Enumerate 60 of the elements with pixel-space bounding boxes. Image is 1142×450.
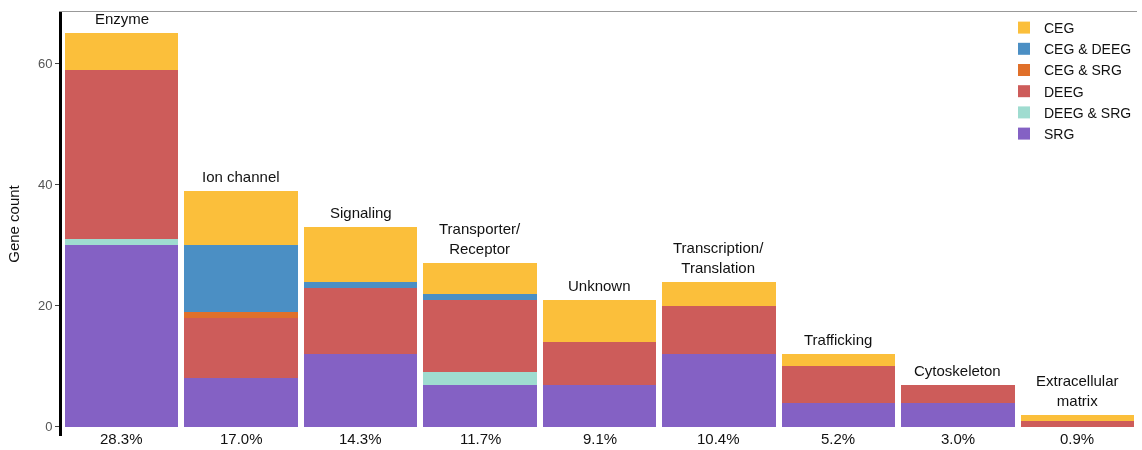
- annotation: 5.2%: [821, 430, 856, 447]
- bar: [781, 366, 896, 403]
- y-tick-label: 20: [37, 298, 53, 314]
- annotation: 10.4%: [697, 430, 740, 447]
- bar: [542, 384, 657, 427]
- bar: [423, 384, 537, 427]
- x-tick-label: Cytoskeleton: [914, 362, 1001, 379]
- bar: [781, 354, 896, 367]
- bar: [303, 287, 418, 355]
- bar: [542, 299, 657, 343]
- bar: [662, 281, 776, 306]
- annotation: 3.0%: [941, 430, 976, 447]
- y-tick-label: 0: [45, 419, 53, 435]
- bar: [781, 402, 896, 427]
- bar: [184, 190, 298, 246]
- legend-label: DEEG: [1044, 83, 1084, 100]
- bar: [901, 402, 1015, 427]
- bar: [184, 311, 298, 318]
- bar: [662, 305, 776, 355]
- x-tick-label: Unknown: [568, 277, 631, 294]
- x-tick-label: Signaling: [330, 204, 392, 221]
- bar: [64, 245, 179, 427]
- bar: [423, 263, 537, 294]
- annotation: 17.0%: [220, 430, 263, 447]
- annotation: 28.3%: [100, 430, 143, 447]
- bar: [303, 281, 418, 288]
- x-tick-label: Transcription/ Translation: [673, 239, 765, 276]
- y-tick-label: 60: [37, 56, 53, 72]
- legend-label: CEG & DEEG: [1044, 41, 1132, 58]
- bar: [64, 69, 179, 240]
- bar: [901, 384, 1015, 403]
- annotation: 11.7%: [460, 430, 502, 447]
- bar: [1020, 420, 1135, 427]
- x-tick-label: Transporter/ Receptor: [439, 220, 521, 257]
- bar: [64, 239, 179, 246]
- bar: [542, 342, 657, 385]
- x-tick-label: Trafficking: [804, 331, 873, 348]
- x-tick-label: Extracellular matrix: [1036, 372, 1119, 409]
- bar: [423, 372, 537, 385]
- legend-label: DEEG & SRG: [1044, 104, 1132, 121]
- annotation: 14.3%: [339, 430, 382, 447]
- annotation: 0.9%: [1060, 430, 1095, 447]
- bar: [423, 299, 537, 373]
- bar: [303, 354, 418, 427]
- bar: [184, 378, 298, 427]
- bar: [184, 245, 298, 312]
- x-tick-label: Enzyme: [95, 10, 150, 27]
- x-tick-label: Ion channel: [202, 168, 280, 185]
- y-axis-title: Gene count: [5, 184, 23, 263]
- legend-label: CEG: [1044, 20, 1075, 37]
- legend-label: SRG: [1044, 126, 1075, 143]
- bar: [64, 33, 179, 70]
- bar: [662, 354, 776, 427]
- bar: [1020, 414, 1135, 421]
- bar: [184, 317, 298, 379]
- annotation: 9.1%: [583, 430, 618, 447]
- bar: [423, 293, 537, 300]
- legend-label: CEG & SRG: [1044, 62, 1122, 79]
- bar: [303, 227, 418, 282]
- y-tick-label: 40: [37, 177, 53, 193]
